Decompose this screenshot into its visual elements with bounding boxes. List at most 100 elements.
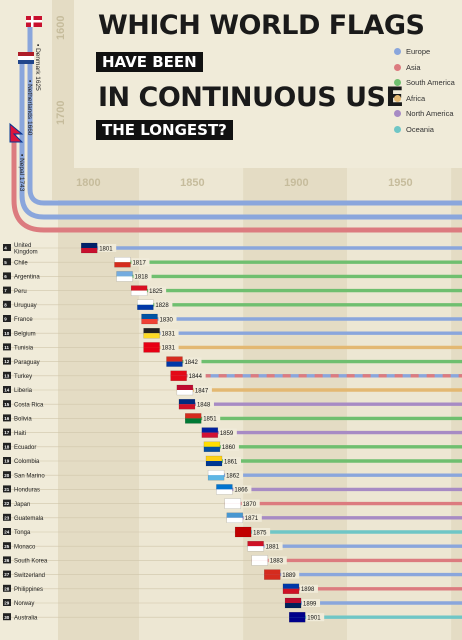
country-flag-icon <box>289 612 306 623</box>
year-label: 1883 <box>270 559 284 565</box>
country-flag-icon <box>264 569 281 580</box>
year-label: 1842 <box>184 360 198 366</box>
country-flag-icon <box>137 304 154 310</box>
country-label: Norway <box>14 601 34 607</box>
year-label: 1825 <box>149 289 163 295</box>
country-flag-icon <box>131 285 148 291</box>
country-flag-icon <box>208 475 225 481</box>
legend-swatch <box>394 79 401 87</box>
country-flag-icon <box>176 384 194 396</box>
early-flag-label: ▪ Nepal 1743 <box>18 154 25 192</box>
rank-badge <box>3 556 11 564</box>
rank-badge <box>3 457 11 464</box>
rank-number: 22 <box>4 501 10 506</box>
rank-number: 19 <box>4 459 10 464</box>
country-flag-icon <box>116 276 133 282</box>
legend-item: North America <box>394 106 455 122</box>
legend-swatch <box>394 125 401 133</box>
country-label: Japan <box>14 502 30 508</box>
country-label: Ecuador <box>14 445 36 451</box>
year-label: 1851 <box>203 417 217 423</box>
rank-badge <box>3 570 11 578</box>
legend-label: Asia <box>406 62 421 72</box>
legend-item: Oceania <box>394 122 455 138</box>
year-label: 1881 <box>266 545 280 551</box>
year-label-bg <box>133 272 152 281</box>
country-flag-icon <box>176 385 193 390</box>
country-flag-icon <box>80 242 98 254</box>
country-flag-icon <box>226 517 243 523</box>
rank-number: 13 <box>4 373 10 378</box>
country-flag-icon <box>130 285 148 296</box>
year-label-bg <box>202 414 221 423</box>
legend-item: Africa <box>394 91 455 107</box>
legend-swatch <box>394 94 401 102</box>
country-flag-icon <box>170 370 187 381</box>
country-flag-icon <box>247 541 264 547</box>
country-flag-icon <box>141 313 158 325</box>
country-flag-icon <box>208 470 225 476</box>
year-label: 1899 <box>303 601 317 607</box>
country-flag-icon <box>201 427 218 433</box>
year-label-bg <box>131 258 150 267</box>
rank-number: 4 <box>4 246 7 251</box>
year-label-bg <box>187 371 206 380</box>
title-line-2: HAVE BEEN <box>96 52 203 72</box>
country-flag-icon <box>131 290 148 296</box>
country-label: France <box>14 317 33 323</box>
rank-number: 24 <box>4 530 10 535</box>
year-label-bg <box>223 457 241 465</box>
country-flag-icon <box>289 617 306 623</box>
legend-label: South America <box>406 78 455 88</box>
early-flag-label: ▪ Denmark 1625 <box>34 44 41 91</box>
year-label-bg <box>218 428 237 437</box>
rank-number: 5 <box>4 260 7 265</box>
year-label: 1862 <box>226 474 240 480</box>
country-flag-icon <box>143 342 160 348</box>
country-flag-icon <box>166 356 183 367</box>
country-flag-icon <box>178 399 196 410</box>
title-line-4: THE LONGEST? <box>96 120 233 140</box>
year-label: 1866 <box>234 488 248 494</box>
country-flag-icon <box>203 446 220 452</box>
rank-number: 12 <box>4 359 10 364</box>
country-flag-icon <box>114 257 131 268</box>
country-flag-icon <box>141 314 158 319</box>
country-label: Liberia <box>14 388 33 394</box>
year-label-bg <box>160 329 179 338</box>
country-flag-icon <box>116 271 133 282</box>
country-flag-icon <box>247 541 264 552</box>
year-label-bg <box>225 471 244 480</box>
country-flag-icon <box>285 603 302 608</box>
year-label-bg <box>233 485 252 494</box>
year-label: 1844 <box>189 374 203 380</box>
x-tick-label: 1850 <box>180 177 204 189</box>
rank-badge <box>3 542 11 550</box>
year-label-bg <box>154 300 173 309</box>
rank-number: 28 <box>4 586 10 591</box>
rank-number: 23 <box>4 515 10 520</box>
rank-badge <box>3 329 11 337</box>
rank-badge <box>3 272 11 280</box>
legend: Europe Asia South America Africa North A… <box>394 44 455 137</box>
country-flag-icon <box>284 597 302 609</box>
year-label: 1831 <box>162 332 176 338</box>
year-label: 1801 <box>99 246 113 252</box>
country-flag-icon <box>251 555 268 566</box>
rank-number: 14 <box>4 388 10 393</box>
country-flag-icon <box>226 512 243 518</box>
rank-badge <box>3 471 11 479</box>
rank-badge <box>3 599 11 606</box>
rank-badge <box>3 244 11 251</box>
year-label-bg <box>281 570 300 579</box>
rank-badge <box>3 613 11 621</box>
country-label: Argentina <box>14 275 40 281</box>
country-flag-icon <box>216 489 233 495</box>
country-flag-icon <box>201 427 219 438</box>
rank-badge <box>3 428 11 436</box>
rank-badge <box>3 485 11 493</box>
rank-badge <box>3 499 11 507</box>
timeline-line <box>27 20 462 206</box>
legend-item: Europe <box>394 44 455 60</box>
